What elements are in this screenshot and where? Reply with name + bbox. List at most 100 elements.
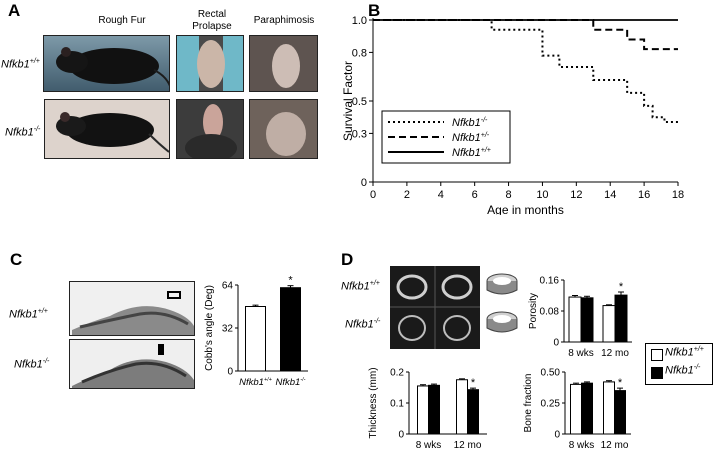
porosity-y-tick-label: 0.08 [540,307,560,318]
survival-y-label: Survival Factor [341,61,355,141]
survival-x-tick-label: 12 [570,189,582,201]
bonefraction-bar-1-1 [614,390,626,435]
porosity-bar-1-0 [602,305,616,343]
porosity-bar-0-0 [568,296,582,343]
legend-label-ko: Nfkb1-/- [665,364,701,377]
photo-rectal-wt [176,35,244,92]
cobb-x-tick-label-1: Nfkb1-/- [275,377,305,388]
row-label-ko-d: Nfkb1-/- [345,318,381,331]
microct-images [390,266,518,349]
bonefraction-bar-0-0 [570,383,582,435]
xray-wt [69,281,195,336]
legend-d: Nfkb1+/+ Nfkb1-/- [645,343,713,385]
xray-ko [69,339,195,389]
cobb-x-tick-label-0: Nfkb1+/+ [239,377,273,388]
rectal-wt-illustration [177,36,243,91]
cobb-y-tick-label: 64 [222,281,234,292]
bonefraction-significance-1: * [618,377,623,389]
survival-legend-label-0: Nfkb1-/- [452,117,488,129]
porosity-bar-1-1 [614,294,628,343]
thickness-bar-0-0 [417,385,429,435]
paraphimosis-ko-illustration [250,100,317,158]
bone-section-ko-1 [398,315,426,341]
porosity-x-tick-label: 8 wks [568,348,594,359]
thickness-y-tick-label: 0.1 [390,399,404,410]
photo-rectal-ko [176,99,244,159]
survival-x-tick-label: 6 [472,189,478,201]
thickness-x-tick-label: 8 wks [416,440,442,451]
bonefraction-bar-1-0 [603,381,615,435]
survival-x-tick-label: 8 [505,189,511,201]
bone-3d-ko-hole [493,315,511,323]
photo-rough-fur-ko [44,99,170,159]
survival-x-tick-label: 2 [404,189,410,201]
photo-rough-fur-wt [43,35,170,92]
survival-legend-label-1: Nfkb1+/- [452,132,490,144]
panel-label-a: A [8,1,21,20]
legend-label-wt: Nfkb1+/+ [665,346,704,359]
legend-swatch-ko [651,367,663,379]
panel-label-b: B [368,1,381,20]
rectal-ko-illustration [177,100,243,158]
cobb-significance-1: * [288,275,293,287]
thickness-bar-0-1 [428,384,440,435]
thickness-y-tick-label: 0.2 [390,368,404,379]
bonefraction-y-tick-label: 0.25 [541,399,561,410]
row-label-wt-c: Nfkb1+/+ [9,308,48,321]
panel-label-c: C [10,250,23,269]
xray-ko-illustration [70,340,194,388]
panel-label-d: D [341,250,354,269]
bonefraction-x-tick-label: 12 mo [601,440,629,451]
bonefraction-y-tick-label: 0.50 [541,368,561,379]
porosity-significance-1: * [619,281,624,293]
bonefraction-x-tick-label: 8 wks [569,440,595,451]
thickness-y-label: Thickness (mm) [368,367,379,438]
thickness-chart: 0 0.1 0.2 Thickness (mm) 8 wks * 12 mo [368,367,487,451]
porosity-x-tick-label: 12 mo [601,348,629,359]
cobb-bar-0 [245,306,266,372]
survival-y-tick-label: 0.8 [352,47,367,59]
row-label-wt-a: Nfkb1+/+ [1,58,40,71]
survival-series-0 [373,19,678,124]
col-title-paraphimosis: Paraphimosis [253,15,315,26]
survival-y-tick-label: 0.5 [352,96,367,108]
bone-3d-ko-side [486,319,518,333]
porosity-bar-0-1 [580,297,594,343]
mouse-ko-illustration [45,100,169,158]
thickness-bar-1-1 [467,389,479,435]
mouse-wt-illustration [44,36,169,91]
cobb-y-label: Cobb's angle (Deg) [204,285,215,371]
col-title-rectal-prolapse: Rectal Prolapse [192,9,232,32]
col-title-rough-fur: Rough Fur [98,15,146,26]
legend-swatch-wt [651,349,663,361]
paraphimosis-wt-illustration [250,36,317,91]
porosity-y-tick-label: 0 [553,338,559,349]
row-label-ko-c: Nfkb1-/- [14,358,50,371]
bonefraction-y-label: Bone fraction [523,374,534,433]
row-label-ko-a: Nfkb1-/- [5,126,41,139]
survival-x-tick-label: 18 [672,189,684,201]
photo-paraphimosis-wt [249,35,318,92]
survival-y-tick-label: 1.0 [352,15,367,27]
bone-3d-wt-side [486,281,518,295]
thickness-x-tick-label: 12 mo [454,440,482,451]
survival-x-tick-label: 14 [604,189,616,201]
thickness-y-tick-label: 0 [398,430,404,441]
survival-series-1 [373,19,678,51]
survival-x-tick-label: 4 [438,189,444,201]
survival-legend-label-2: Nfkb1+/+ [452,147,491,159]
row-label-wt-d: Nfkb1+/+ [341,280,380,293]
survival-chart: 0 2 4 6 8 10 12 14 16 18 0 0.3 0.5 0.8 1.0 Age in month… [341,15,684,215]
survival-y-tick-label: 0.3 [352,128,367,140]
bonefraction-bar-0-1 [581,382,593,435]
thickness-significance-1: * [471,377,476,389]
survival-x-label: Age in months [487,203,564,215]
survival-x-tick-label: 16 [638,189,650,201]
cobb-bar-1 [280,287,301,372]
porosity-y-tick-label: 0.16 [540,276,560,287]
bone-section-ko-2 [443,315,471,341]
bone-section-wt-2 [441,274,473,300]
bone-fraction-chart: 0 0.25 0.50 Bone fraction 8 wks * 12 mo [523,368,631,451]
survival-x-tick-label: 0 [370,189,376,201]
